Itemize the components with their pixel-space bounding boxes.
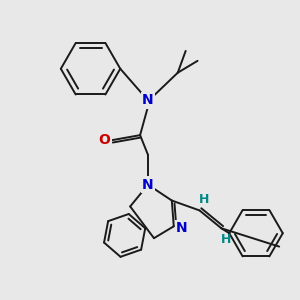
Text: N: N: [142, 94, 154, 107]
Text: O: O: [98, 133, 110, 147]
Text: N: N: [176, 221, 188, 235]
Text: H: H: [199, 193, 210, 206]
Text: N: N: [142, 178, 154, 192]
Text: H: H: [221, 233, 232, 246]
